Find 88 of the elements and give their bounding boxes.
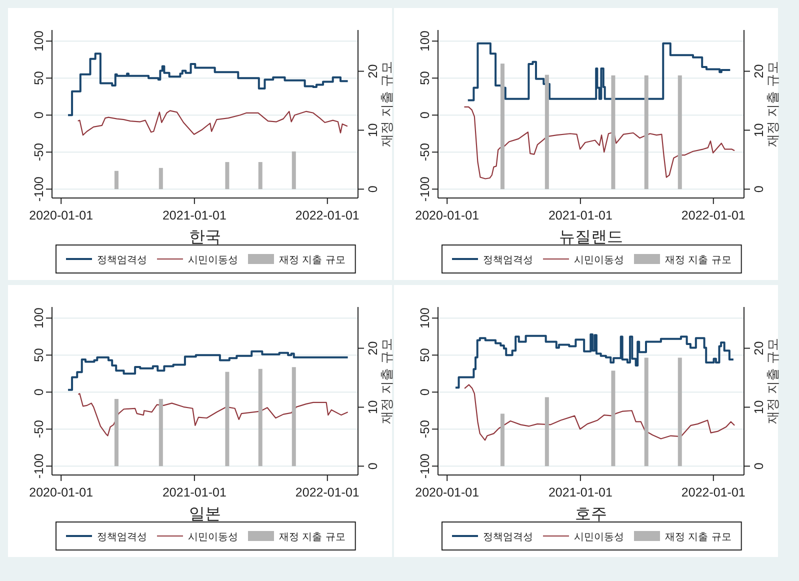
y2-tick-label: 0	[366, 186, 380, 193]
legend-label: 재정 지출 규모	[665, 255, 732, 266]
x-axis-title: 한국	[189, 227, 221, 246]
y2-tick-label: 20	[366, 341, 380, 356]
y-tick-label: -50	[418, 420, 432, 438]
legend-label: 정책엄격성	[483, 532, 533, 543]
x-tick-label: 2022-01-01	[681, 486, 746, 500]
bar	[611, 370, 616, 466]
y-tick-label: -50	[418, 143, 432, 162]
bar	[158, 398, 163, 466]
x-tick-label: 2021-01-01	[162, 486, 226, 500]
legend-label: 재정 지출 규모	[279, 532, 346, 543]
y-tick-label: 0	[418, 388, 432, 396]
x-axis-title: 뉴질랜드	[559, 227, 623, 246]
y-tick-label: 50	[418, 348, 432, 362]
x-tick-label: 2021-01-01	[548, 486, 612, 500]
y2-axis-title: 재정 지출 규모	[766, 338, 781, 424]
y2-tick-label: 20	[366, 64, 380, 78]
bar	[611, 75, 616, 190]
y2-axis-title: 재정 지출 규모	[380, 338, 395, 424]
x-axis-title: 일본	[189, 504, 221, 523]
x-tick-label: 2022-01-01	[681, 208, 746, 222]
bar	[225, 372, 230, 466]
y-tick-label: 50	[418, 71, 432, 86]
y-tick-label: 0	[32, 112, 46, 119]
y-tick-label: 100	[32, 308, 46, 329]
bar	[644, 358, 648, 466]
bar	[258, 162, 262, 190]
y2-tick-label: 20	[752, 64, 766, 78]
legend-label: 시민이동성	[574, 532, 624, 543]
y-tick-label: 0	[418, 112, 432, 119]
x-tick-label: 2020-01-01	[415, 486, 480, 500]
bar	[225, 162, 230, 190]
bar	[114, 398, 118, 466]
y-tick-label: 50	[32, 71, 46, 86]
line-series	[464, 106, 736, 180]
y2-axis-title: 재정 지출 규모	[766, 60, 781, 148]
bar	[678, 75, 682, 190]
x-tick-label: 2020-01-01	[29, 208, 94, 222]
y2-tick-label: 10	[366, 400, 380, 414]
y-tick-label: -100	[418, 176, 432, 202]
legend-label: 정책엄격성	[97, 255, 147, 266]
bar	[544, 397, 549, 466]
y-tick-label: 50	[32, 348, 46, 362]
y-tick-label: 0	[32, 388, 46, 396]
line-series	[77, 110, 348, 136]
y-tick-label: 100	[32, 30, 46, 52]
y2-tick-label: 10	[752, 123, 766, 138]
y2-tick-label: 10	[366, 123, 380, 138]
x-tick-label: 2022-01-01	[295, 486, 360, 500]
legend-label: 시민이동성	[188, 255, 238, 266]
x-axis-title: 호주	[575, 504, 607, 523]
bar	[292, 367, 296, 466]
y-tick-label: -100	[32, 176, 46, 202]
y-tick-label: -100	[418, 454, 432, 479]
legend-label: 정책엄격성	[97, 532, 147, 543]
legend-label: 시민이동성	[574, 255, 624, 266]
line-series	[78, 393, 348, 436]
x-tick-label: 2021-01-01	[162, 208, 226, 222]
y2-tick-label: 0	[366, 462, 380, 470]
bar	[544, 74, 549, 190]
x-tick-label: 2022-01-01	[295, 208, 360, 222]
y2-tick-label: 20	[752, 341, 766, 356]
bar	[292, 151, 296, 190]
bar	[644, 75, 648, 190]
bar	[500, 64, 504, 190]
bar	[678, 358, 682, 466]
x-tick-label: 2021-01-01	[548, 208, 612, 222]
y2-tick-label: 0	[752, 462, 766, 470]
y-tick-label: 100	[418, 308, 432, 329]
y2-tick-label: 10	[752, 400, 766, 414]
y2-tick-label: 0	[752, 186, 766, 193]
legend-label: 시민이동성	[188, 532, 238, 543]
y2-axis-title: 재정 지출 규모	[380, 60, 395, 148]
y-tick-label: 100	[418, 30, 432, 52]
y-tick-label: -50	[32, 143, 46, 162]
x-tick-label: 2020-01-01	[29, 486, 94, 500]
bar	[114, 170, 118, 190]
y-tick-label: -50	[32, 420, 46, 438]
legend-label: 정책엄격성	[483, 255, 533, 266]
bar	[258, 368, 262, 466]
legend-label: 재정 지출 규모	[665, 532, 732, 543]
x-tick-label: 2020-01-01	[415, 208, 480, 222]
line-series	[464, 384, 736, 441]
bar	[500, 414, 504, 466]
legend-label: 재정 지출 규모	[279, 255, 346, 266]
bar	[158, 168, 163, 190]
y-tick-label: -100	[32, 454, 46, 479]
